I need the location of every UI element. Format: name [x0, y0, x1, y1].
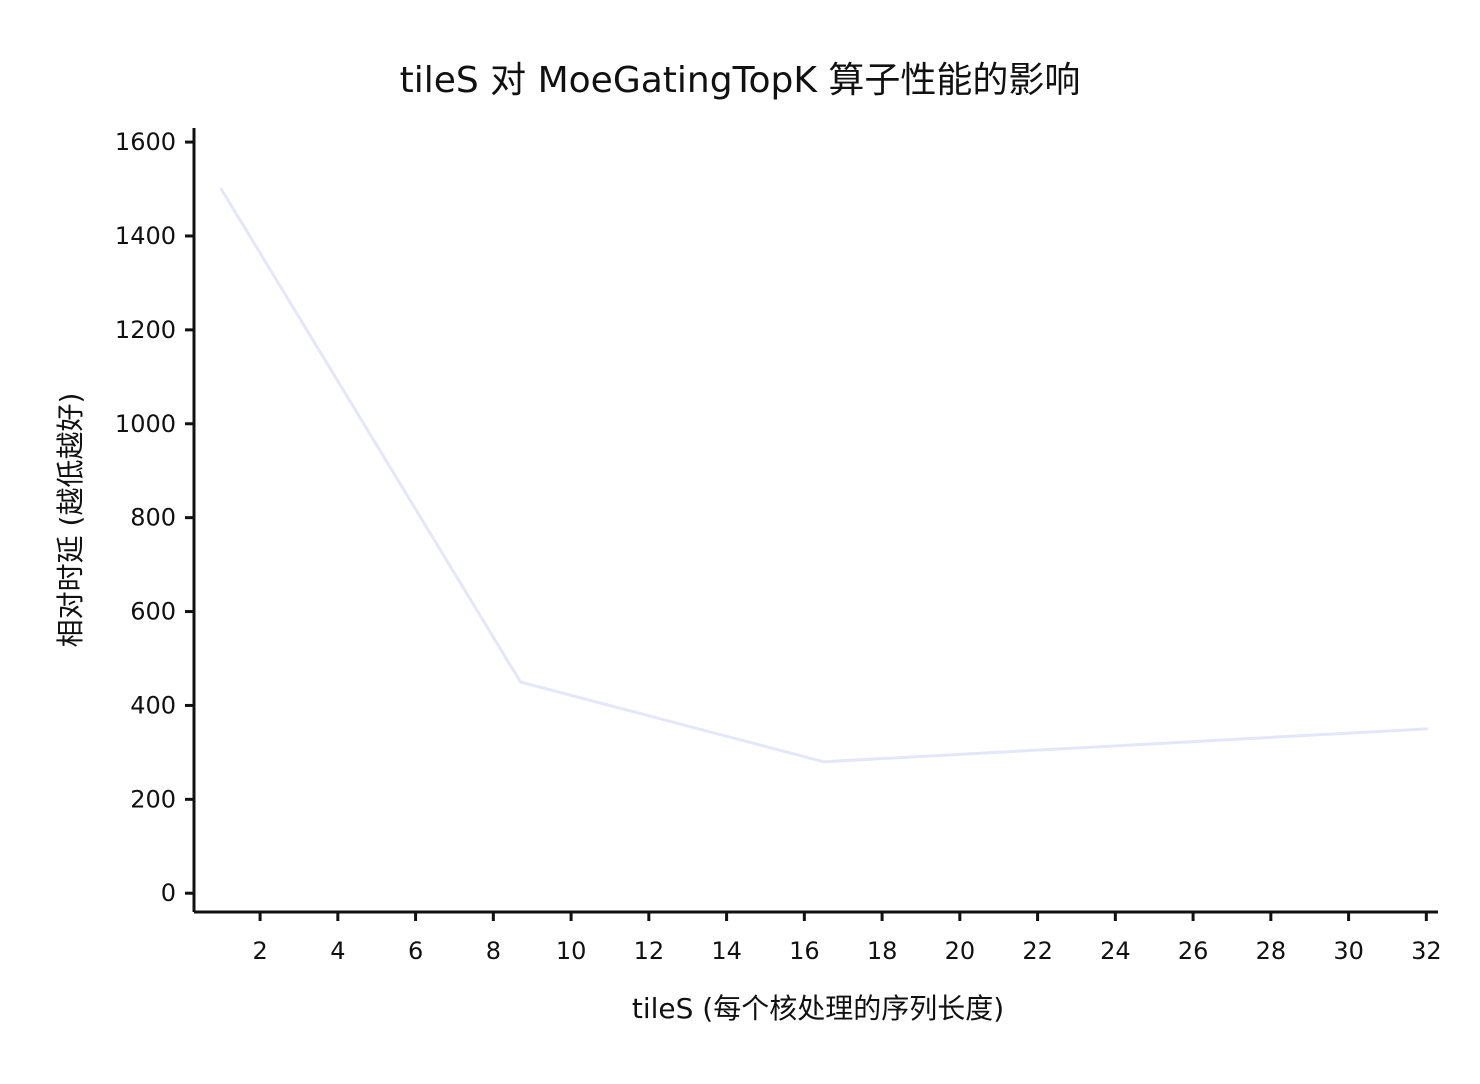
x-tick-label: 4: [330, 937, 345, 965]
x-axis: 2 4 6 8 10 12 14 16 18 20 22 24 26 28 30 32: [194, 910, 1442, 965]
x-tick-label: 20: [945, 937, 976, 965]
y-tick-label: 200: [130, 785, 176, 813]
x-tick-label: 2: [252, 937, 267, 965]
y-axis-label: 相对时延 (越低越好): [54, 393, 87, 648]
chart-title: tileS 对 MoeGatingTopK 算子性能的影响: [400, 60, 1081, 101]
x-tick-label: 18: [867, 937, 898, 965]
x-tick-label: 12: [634, 937, 665, 965]
series-line-1: [219, 187, 1428, 764]
x-tick-label: 22: [1022, 937, 1053, 965]
x-tick-label: 10: [556, 937, 587, 965]
y-tick-label: 1400: [115, 222, 176, 250]
x-tick-label: 14: [711, 937, 742, 965]
x-tick-label: 28: [1256, 937, 1287, 965]
series-lines: [219, 187, 1428, 764]
y-tick-label: 800: [130, 504, 176, 532]
y-tick-label: 400: [130, 691, 176, 719]
x-tick-label: 8: [486, 937, 501, 965]
y-tick-label: 1600: [115, 128, 176, 156]
x-tick-label: 6: [408, 937, 423, 965]
x-axis-label: tileS (每个核处理的序列长度): [632, 992, 1004, 1025]
y-tick-label: 0: [161, 879, 176, 907]
x-tick-label: 16: [789, 937, 820, 965]
x-tick-label: 26: [1178, 937, 1209, 965]
x-tick-label: 24: [1100, 937, 1131, 965]
y-tick-label: 1200: [115, 316, 176, 344]
x-tick-label: 32: [1411, 937, 1442, 965]
x-tick-label: 30: [1333, 937, 1364, 965]
y-tick-label: 600: [130, 598, 176, 626]
y-axis: 0 200 400 600 800 1000 1200 1400 1600: [115, 128, 196, 912]
y-tick-label: 1000: [115, 410, 176, 438]
